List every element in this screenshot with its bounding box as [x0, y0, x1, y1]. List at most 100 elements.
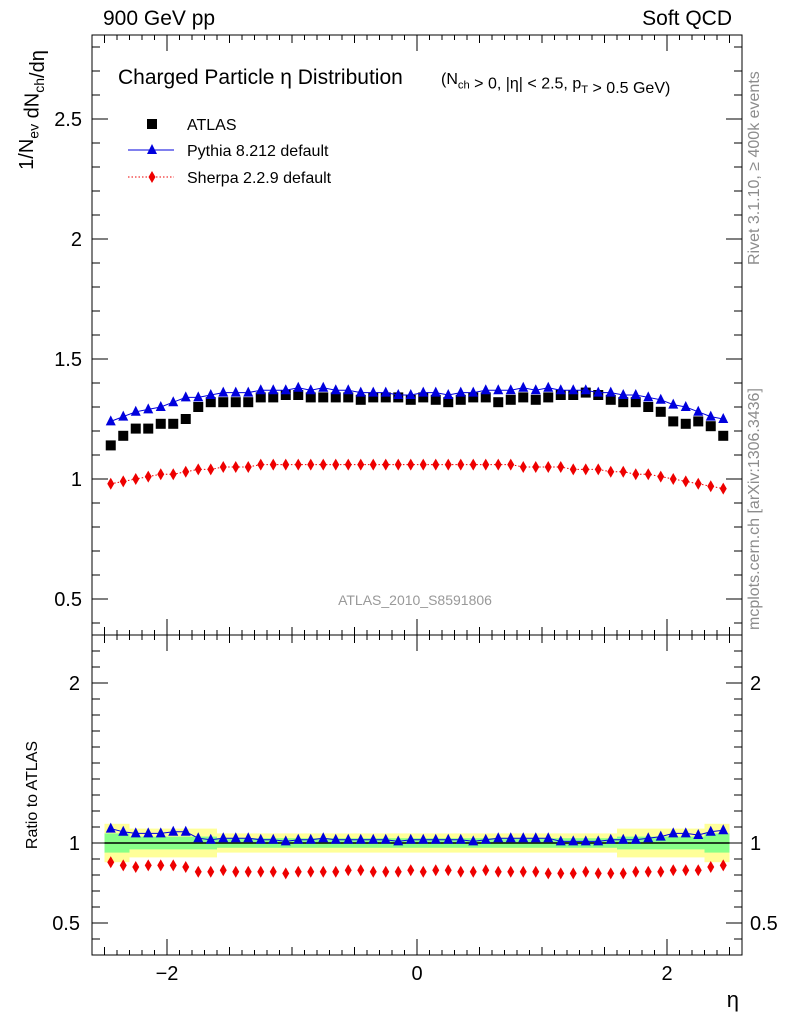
pythia-ratio-point	[143, 827, 154, 838]
sherpa-ratio-point	[619, 867, 627, 880]
atlas-point	[168, 418, 179, 429]
sherpa-point	[507, 458, 515, 471]
sherpa-ratio-point	[332, 865, 340, 878]
sherpa-ratio-point	[682, 864, 690, 877]
pythia-point	[543, 381, 554, 392]
x-tick-label: 2	[661, 963, 672, 985]
sherpa-ratio-point	[132, 861, 140, 873]
pythia-point	[505, 384, 516, 395]
pythia-point	[693, 405, 704, 416]
sherpa-ratio-point	[207, 865, 215, 878]
atlas-point	[568, 390, 579, 400]
pythia-point	[405, 389, 416, 399]
pythia-ratio-point	[543, 832, 554, 843]
pythia-point	[293, 381, 304, 392]
atlas-point	[280, 390, 291, 400]
pythia-point	[455, 386, 466, 397]
pythia-ratio-point	[655, 830, 666, 841]
plot-text: 1/Nev dNch/dη Ratio to ATLAS Charged Parti…	[16, 50, 670, 849]
pythia-point	[643, 391, 654, 402]
sherpa-point	[369, 458, 377, 471]
atlas-point	[380, 392, 391, 403]
pythia-point	[530, 384, 541, 395]
sherpa-point	[169, 468, 177, 481]
atlas-point	[318, 392, 329, 403]
sherpa-ratio-point	[694, 864, 702, 877]
pythia-ratio-point	[168, 825, 179, 836]
sherpa-ratio-point	[269, 865, 277, 878]
sherpa-point	[419, 458, 427, 471]
pythia-point	[168, 396, 179, 407]
sherpa-point	[407, 458, 415, 471]
sherpa-point	[557, 461, 565, 473]
atlas-point	[705, 421, 716, 432]
pythia-ratio-point	[480, 833, 491, 844]
pythia-point	[255, 384, 266, 395]
atlas-point	[105, 440, 116, 451]
pythia-point	[380, 386, 391, 397]
sherpa-point	[432, 458, 440, 471]
ratio-panel-axes: −2 0 2 η 0.5 0.5 1 1 2 2	[52, 634, 778, 1012]
pythia-ratio-point	[130, 827, 141, 838]
pythia-point	[330, 384, 341, 395]
sherpa-ratio-point	[569, 867, 577, 880]
sherpa-point	[482, 458, 490, 471]
pythia-ratio-point	[580, 835, 591, 846]
atlas-point	[480, 392, 491, 403]
sherpa-ratio-point	[544, 867, 552, 880]
atlas-point	[255, 392, 266, 403]
sherpa-ratio-point	[657, 865, 665, 878]
legend: ATLAS Pythia 8.212 default Sherpa 2.2.9 de…	[128, 117, 332, 187]
sherpa-point	[457, 458, 465, 471]
pythia-point	[480, 384, 491, 395]
sherpa-ratio-point	[444, 864, 452, 877]
legend-atlas-label: ATLAS	[187, 117, 237, 134]
pythia-ratio-point	[380, 833, 391, 844]
pythia-point	[568, 384, 579, 395]
sherpa-point	[119, 475, 127, 488]
pythia-ratio-point	[230, 832, 241, 843]
sherpa-ratio-point	[644, 865, 652, 878]
atlas-point	[130, 423, 141, 434]
sherpa-point	[332, 458, 340, 471]
pythia-ratio-point	[668, 827, 679, 838]
y-tick-label: 0.5	[54, 589, 82, 611]
atlas-point	[655, 406, 666, 417]
atlas-point	[205, 397, 216, 408]
pythia-point	[130, 405, 141, 416]
sherpa-point	[219, 461, 227, 473]
atlas-point	[668, 416, 679, 427]
pythia-ratio-point	[518, 832, 529, 843]
pythia-point	[155, 401, 166, 411]
sherpa-ratio-point	[344, 864, 352, 877]
pythia-ratio-point	[718, 824, 729, 835]
pythia-point	[180, 391, 191, 402]
sherpa-ratio-point	[707, 861, 715, 873]
sherpa-point	[132, 473, 140, 485]
sherpa-ratio-point	[494, 865, 502, 878]
atlas-point	[180, 414, 191, 424]
sherpa-ratio-point	[219, 864, 227, 877]
pythia-ratio-point	[680, 827, 691, 838]
sherpa-ratio-point	[432, 864, 440, 877]
pythia-ratio-point	[393, 835, 404, 846]
sherpa-point	[532, 461, 540, 473]
atlas-point	[505, 394, 516, 405]
collision-label: 900 GeV pp	[103, 7, 216, 30]
atlas-point	[630, 397, 641, 408]
sherpa-ratio-point	[294, 865, 302, 878]
pythia-ratio-point	[205, 833, 216, 844]
pythia-point	[668, 398, 679, 409]
sherpa-ratio-point	[419, 865, 427, 878]
chart-title-cuts: (Nch > 0, |η| < 2.5, pT > 0.5 GeV)	[441, 71, 670, 97]
atlas-point	[455, 394, 466, 405]
pythia-point	[243, 386, 254, 397]
pythia-ratio-point	[693, 829, 704, 839]
pythia-ratio-point	[418, 833, 429, 844]
sherpa-ratio-point	[669, 864, 677, 877]
sherpa-ratio-point	[382, 865, 390, 878]
sherpa-point	[519, 461, 527, 473]
sherpa-point	[582, 463, 590, 476]
atlas-point	[293, 390, 304, 400]
ratio-y-tick-label: 0.5	[52, 913, 80, 935]
